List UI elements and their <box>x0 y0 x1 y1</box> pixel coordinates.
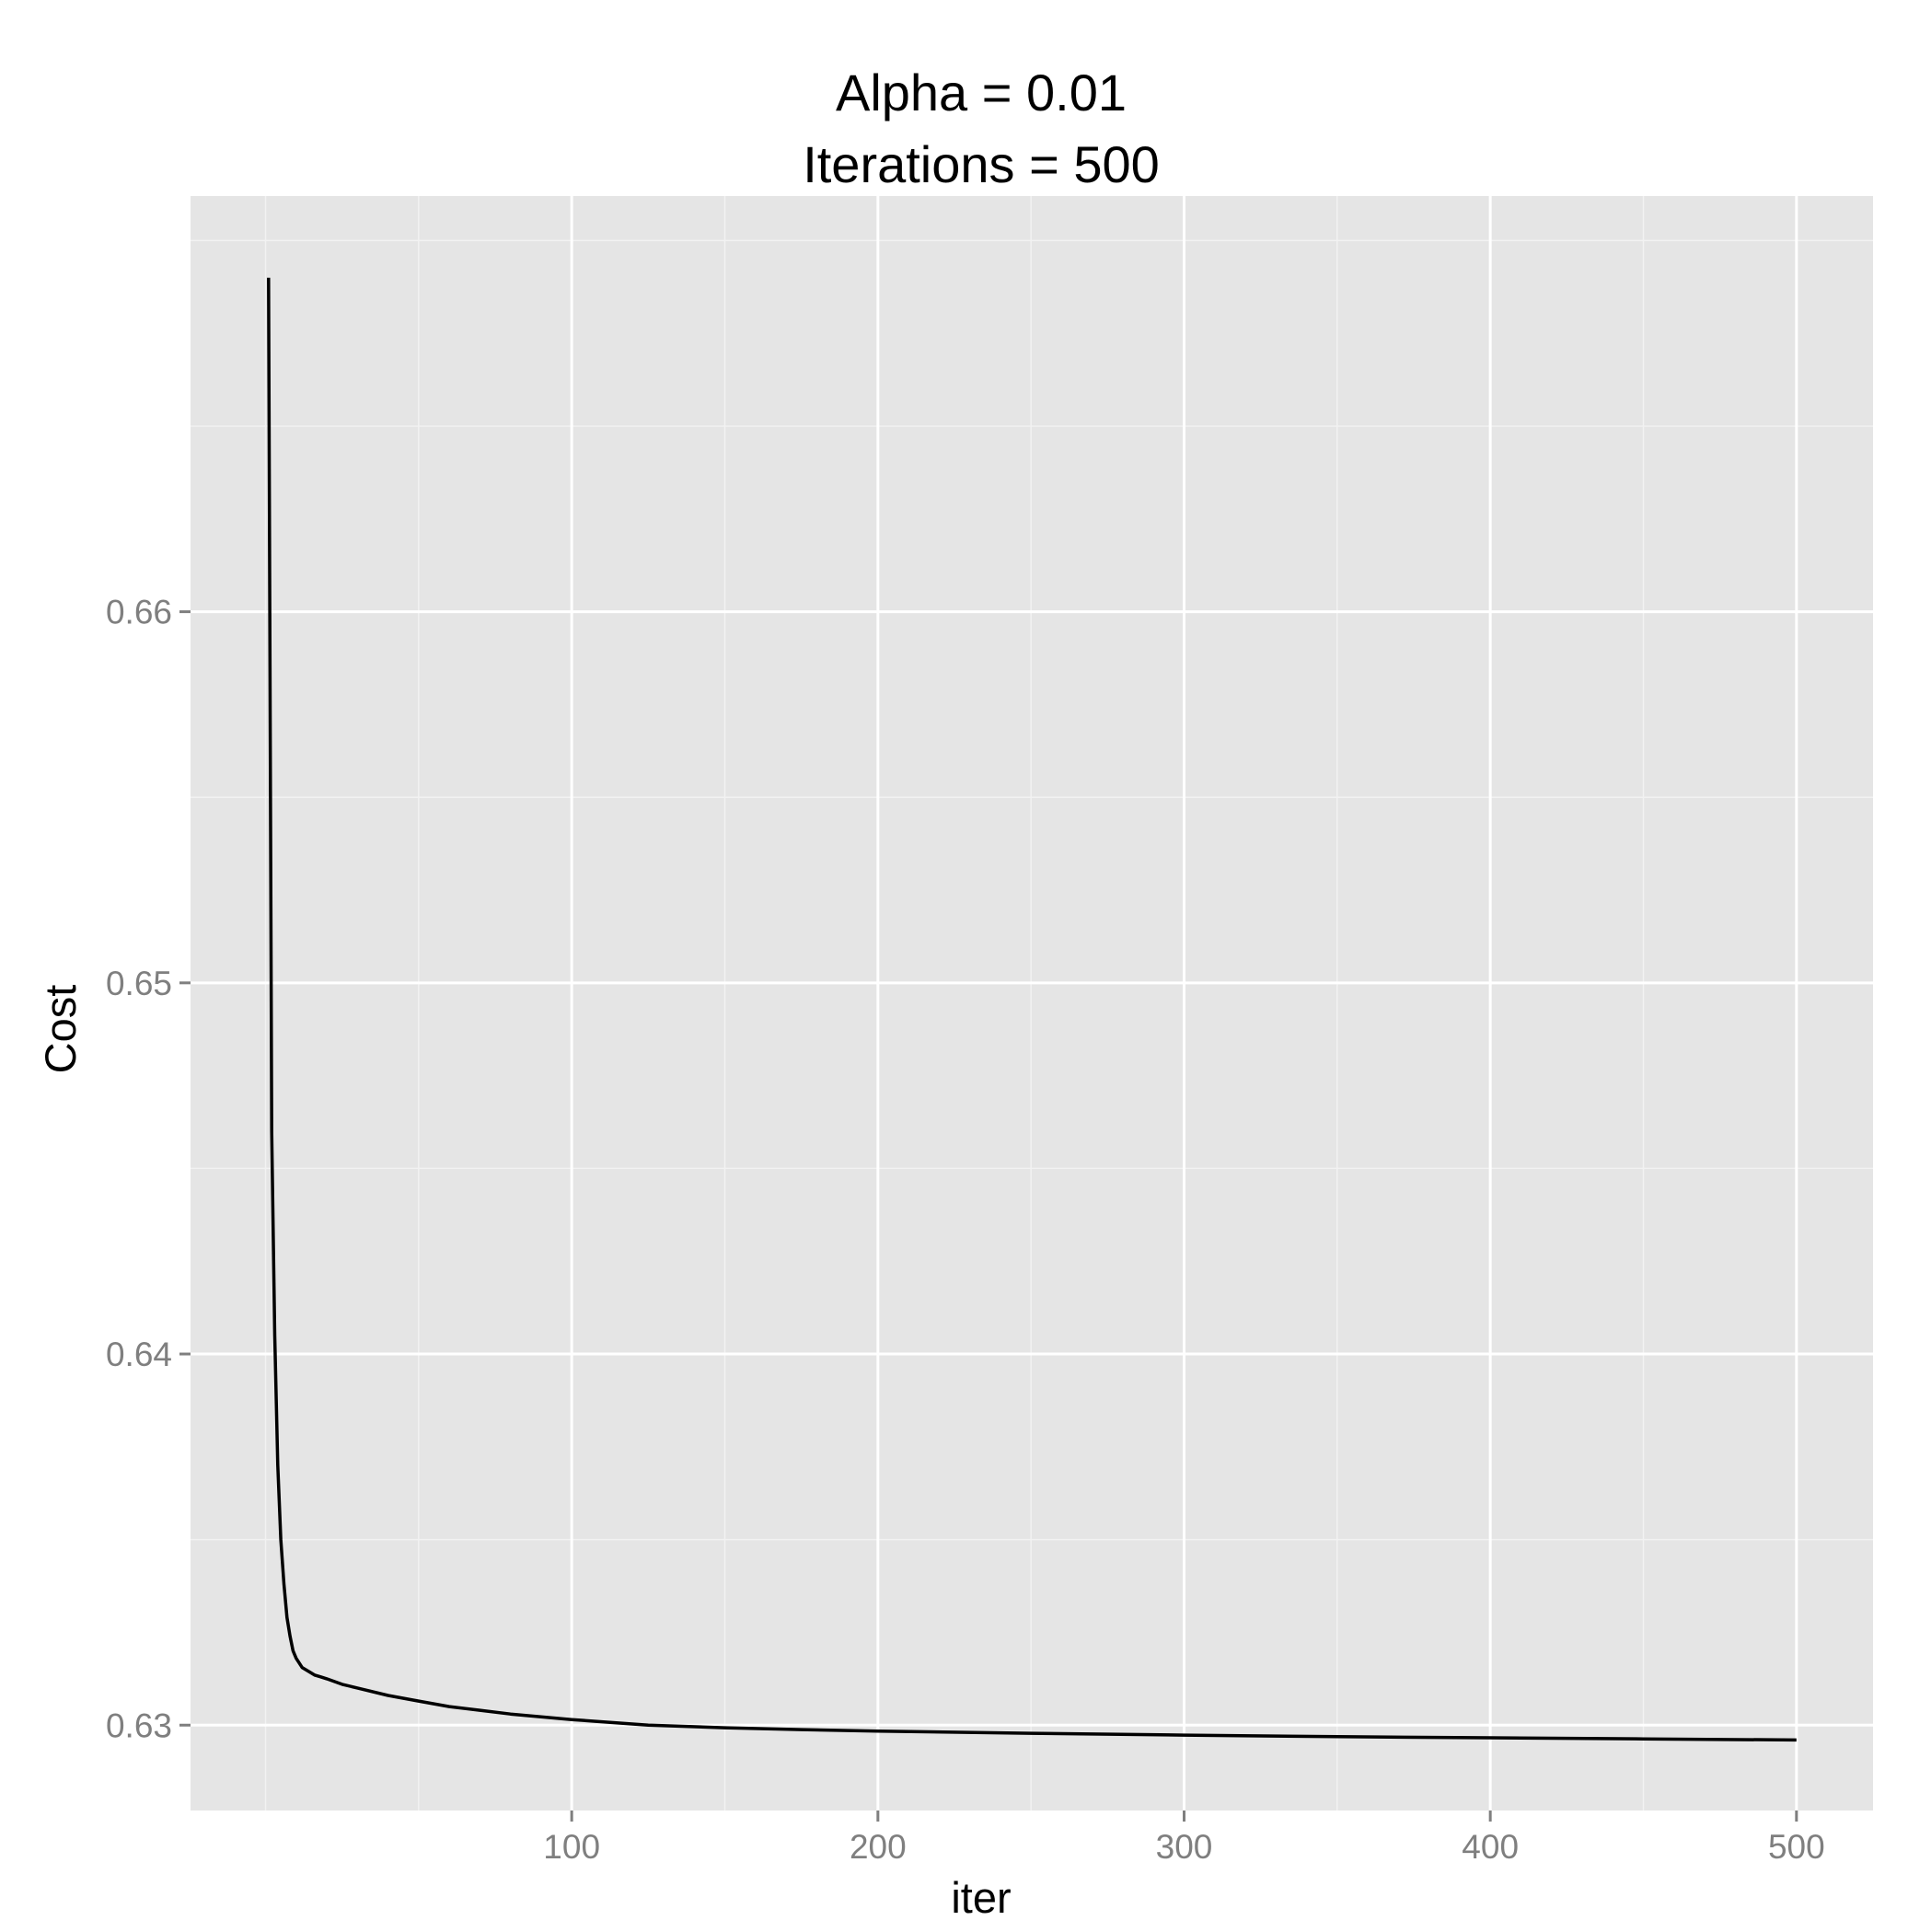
y-tick-label: 0.65 <box>106 965 172 1002</box>
x-axis-title: iter <box>951 1873 1011 1922</box>
y-tick-label: 0.63 <box>106 1706 172 1744</box>
title-line-1: Alpha = 0.01 <box>836 64 1127 121</box>
plot-area: 100 200 300 400 500 0.63 0.64 0.65 0.66 <box>106 196 1873 1866</box>
y-tick-label: 0.66 <box>106 594 172 631</box>
title-line-2: Iterations = 500 <box>803 135 1160 193</box>
y-axis-title: Cost <box>36 985 85 1074</box>
x-tick-label: 300 <box>1156 1828 1213 1866</box>
panel-background <box>191 196 1873 1811</box>
x-tick-label: 400 <box>1462 1828 1519 1866</box>
x-tick-label: 500 <box>1768 1828 1825 1866</box>
x-tick-label: 100 <box>543 1828 600 1866</box>
cost-series-line <box>267 277 1797 1742</box>
y-tick-label: 0.64 <box>106 1336 172 1373</box>
x-tick-label: 200 <box>850 1828 907 1866</box>
chart-title: Alpha = 0.01 Iterations = 500 <box>803 64 1160 193</box>
